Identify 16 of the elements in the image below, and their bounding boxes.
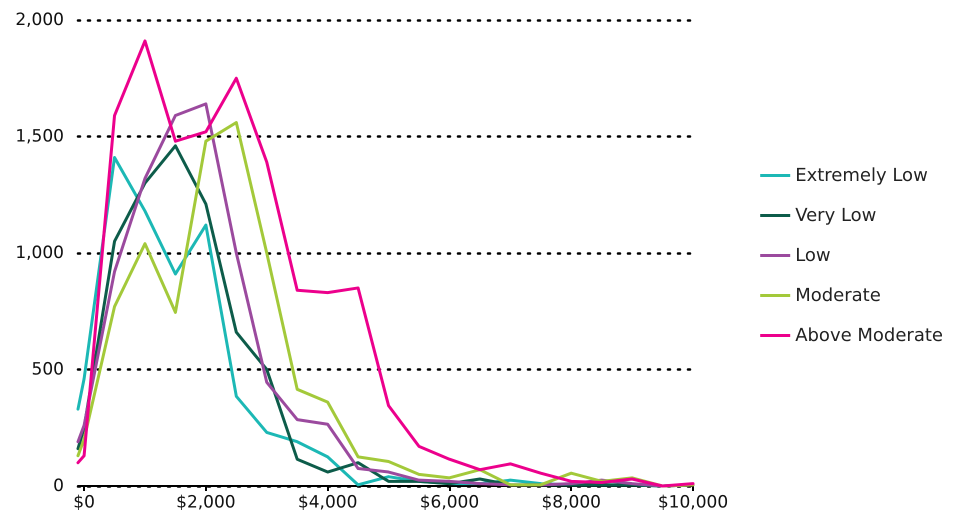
legend-label: Very Low (795, 205, 876, 226)
y-tick-label: 1,500 (15, 126, 64, 146)
legend-label: Above Moderate (795, 325, 944, 346)
x-tick-label: $0 (73, 492, 95, 511)
x-tick-label: $10,000 (658, 492, 728, 511)
y-tick-label: 0 (53, 476, 64, 496)
x-tick-label: $8,000 (541, 492, 601, 511)
y-tick-label: 1,000 (15, 243, 64, 263)
x-tick-label: $2,000 (176, 492, 236, 511)
y-tick-label: 500 (32, 360, 64, 380)
x-tick-label: $4,000 (298, 492, 358, 511)
legend-label: Moderate (795, 285, 881, 306)
legend-label: Low (795, 245, 831, 266)
legend-label: Extremely Low (795, 165, 928, 186)
x-tick-label: $6,000 (420, 492, 480, 511)
y-tick-label: 2,000 (15, 10, 64, 30)
